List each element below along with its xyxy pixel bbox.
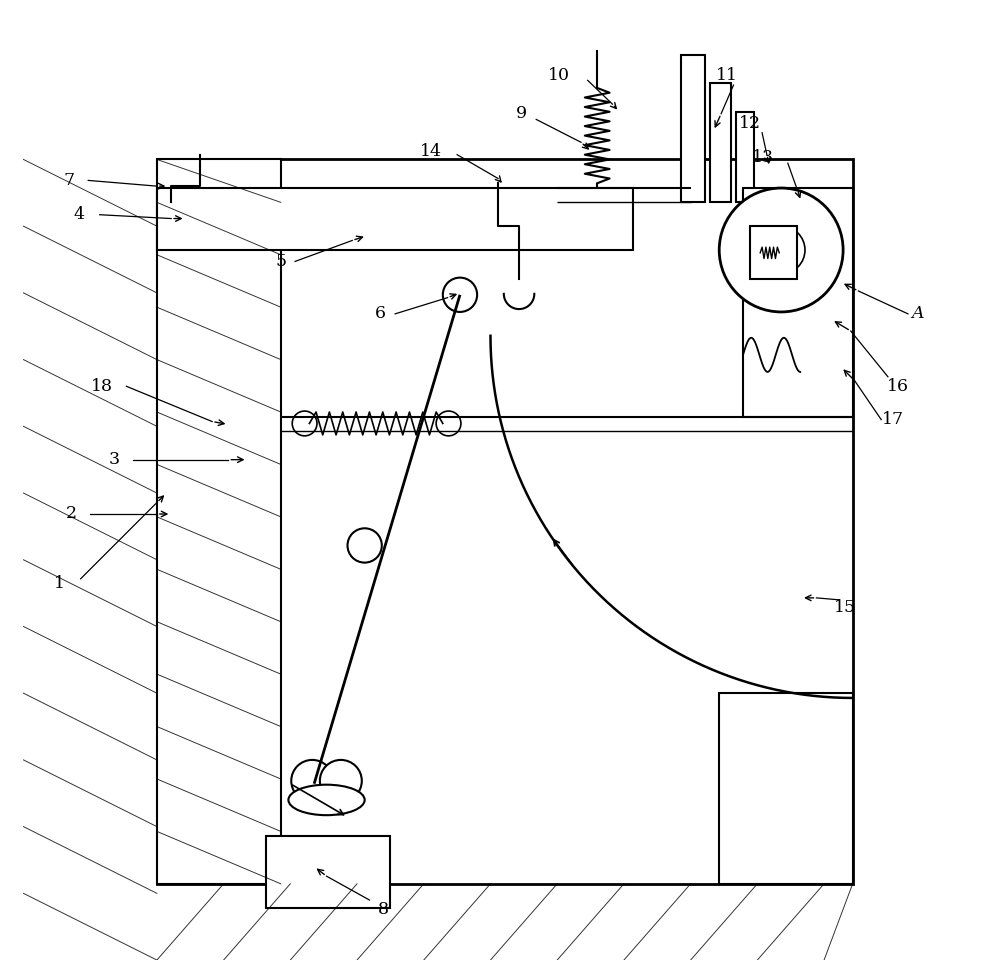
Text: 3: 3	[108, 452, 120, 468]
Text: 4: 4	[73, 206, 84, 223]
Ellipse shape	[288, 784, 365, 815]
Bar	[681, 54, 705, 202]
Bar	[719, 693, 853, 884]
Bar	[710, 83, 731, 202]
Text: 8: 8	[378, 901, 389, 918]
Circle shape	[291, 760, 333, 802]
Circle shape	[719, 188, 843, 312]
Text: 11: 11	[716, 67, 738, 84]
Bar	[266, 836, 390, 908]
Text: 14: 14	[420, 143, 442, 161]
Text: 1: 1	[54, 575, 65, 592]
Bar	[750, 226, 797, 278]
Text: 18: 18	[91, 378, 113, 395]
Bar	[157, 160, 853, 884]
Circle shape	[757, 226, 805, 274]
Text: 7: 7	[64, 172, 75, 189]
Text: 13: 13	[752, 149, 774, 166]
Circle shape	[436, 411, 461, 436]
Text: 12: 12	[739, 115, 761, 132]
Text: 15: 15	[834, 599, 856, 616]
Bar	[157, 160, 281, 884]
Bar	[743, 188, 853, 417]
Text: 2: 2	[66, 506, 77, 522]
Circle shape	[348, 528, 382, 563]
Circle shape	[443, 278, 477, 312]
Text: 10: 10	[548, 67, 570, 84]
Text: 9: 9	[515, 105, 527, 122]
Bar	[736, 112, 754, 202]
Circle shape	[320, 760, 362, 802]
Bar	[157, 188, 633, 250]
Text: 5: 5	[275, 253, 286, 270]
Text: 17: 17	[882, 411, 904, 428]
Circle shape	[292, 411, 317, 436]
Text: 16: 16	[887, 378, 909, 395]
Text: A: A	[911, 306, 924, 322]
Text: 6: 6	[375, 306, 386, 322]
